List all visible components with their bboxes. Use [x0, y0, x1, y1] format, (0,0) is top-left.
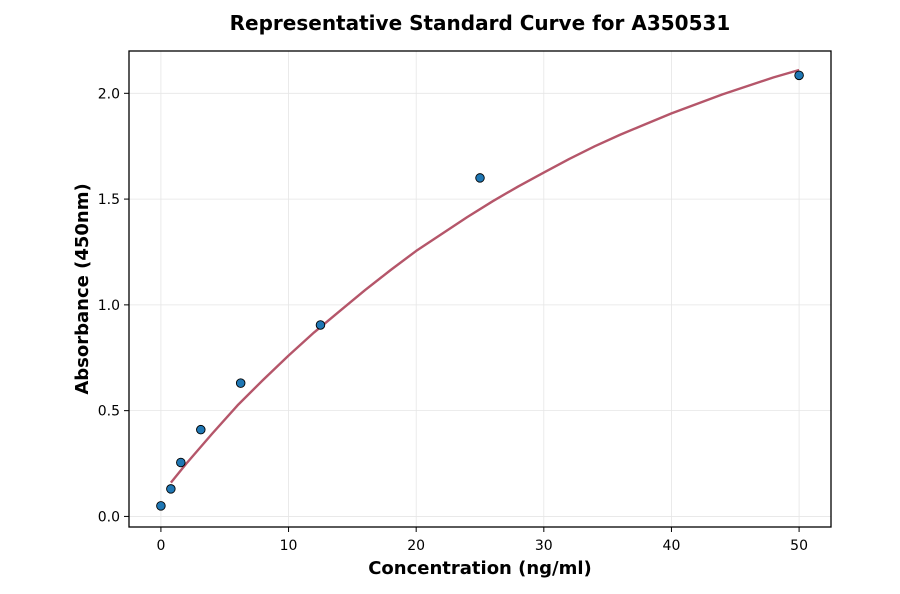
plot-area-frame	[128, 50, 832, 528]
y-tick-label: 2.0	[98, 86, 120, 102]
data-point	[176, 457, 186, 468]
data-points-layer	[156, 70, 804, 511]
y-tick-label: 1.5	[98, 192, 120, 208]
x-axis-ticks: 0 10 20 30 40 50	[156, 527, 808, 554]
x-tick-label: 10	[280, 538, 298, 554]
y-axis-ticks: 0.0 0.5 1.0 1.5 2.0	[98, 86, 129, 525]
data-point	[315, 320, 326, 330]
fit-curve-layer	[169, 68, 800, 484]
x-axis-label: Concentration (ng/ml)	[368, 558, 592, 579]
fit-curve-line	[169, 68, 800, 484]
chart-title: Representative Standard Curve for A35053…	[230, 11, 731, 35]
data-point	[156, 501, 166, 511]
data-point	[475, 173, 485, 183]
y-tick-label: 0.5	[98, 404, 120, 420]
y-tick-label: 1.0	[98, 298, 120, 314]
data-point	[794, 70, 804, 81]
y-tick-label: 0.0	[98, 509, 120, 525]
x-tick-label: 50	[790, 538, 808, 554]
data-point	[235, 378, 246, 388]
grid	[129, 51, 831, 527]
y-axis-label: Absorbance (450nm)	[72, 183, 93, 394]
x-tick-label: 30	[535, 538, 553, 554]
data-point	[196, 424, 206, 435]
data-point	[166, 484, 176, 494]
x-tick-label: 0	[156, 538, 165, 554]
x-tick-label: 20	[407, 538, 425, 554]
x-tick-label: 40	[663, 538, 681, 554]
